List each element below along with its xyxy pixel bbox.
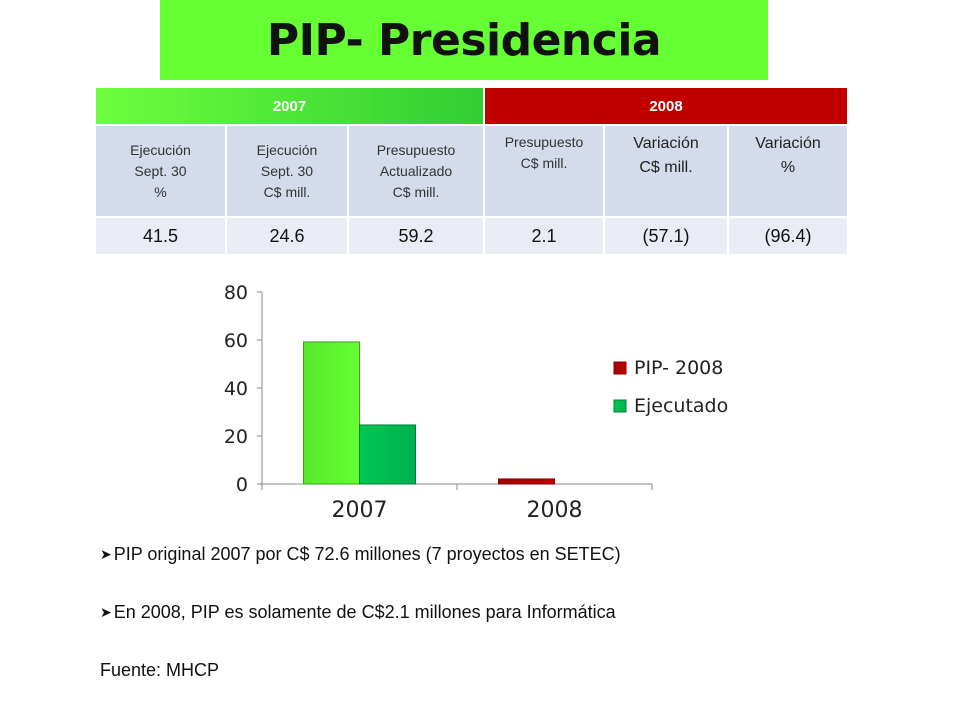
y-tick-label: 40 [224,378,248,400]
y-tick-label: 60 [224,330,248,352]
year-2008-header: 2008 [484,88,850,126]
x-tick-label: 2007 [332,498,388,523]
header-line: Presupuesto [376,141,456,158]
header-line: C$ mill. [520,155,568,171]
source-note: Fuente: MHCP [100,660,220,680]
header-line: Variación [755,135,821,152]
bar-2008-series-0 [498,478,555,485]
value-cell: 41.5 [96,217,227,256]
pip-table: 2007 2008 Ejecución Sept. 30 % Ejecución… [96,88,850,256]
arrow-bullet-icon: ➤ [100,604,112,620]
page-title: PIP- Presidencia [266,14,662,66]
header-line: C$ mill. [263,183,311,200]
bullet-text: En 2008, PIP es solamente de C$2.1 millo… [113,602,616,622]
header-line: % [780,159,796,176]
bar-2007-series-1 [359,424,416,485]
header-line: Sept. 30 [134,162,187,179]
header-line: Sept. 30 [260,162,314,179]
bullet-text: PIP original 2007 por C$ 72.6 millones (… [113,544,621,564]
header-variacion-mill: Variación C$ mill. [604,125,730,218]
value-cell: 59.2 [348,217,486,256]
header-line: Ejecución [130,141,191,158]
bar-2007-series-0 [303,341,360,485]
value-cell: (96.4) [728,217,850,256]
arrow-bullet-icon: ➤ [100,546,112,562]
value-cell: (57.1) [604,217,730,256]
header-line: Ejecución [256,141,318,158]
legend-swatch [613,361,627,375]
legend-swatch [613,399,627,413]
legend-label: Ejecutado [634,395,728,417]
value-cell: 24.6 [226,217,349,256]
y-tick-label: 20 [224,426,248,448]
value-cell: 2.1 [484,217,606,256]
header-ejecucion-mill: Ejecución Sept. 30 C$ mill. [226,125,349,218]
header-line: Presupuesto [504,134,584,150]
header-presupuesto-actualizado: Presupuesto Actualizado C$ mill. [348,125,486,218]
bullet-item: ➤ En 2008, PIP es solamente de C$2.1 mil… [100,602,616,623]
header-presupuesto-2008: Presupuesto C$ mill. [484,125,606,218]
header-line: Actualizado [379,162,453,179]
values-row: 41.5 24.6 59.2 2.1 (57.1) (96.4) [96,217,850,256]
header-line: C$ mill. [392,183,440,200]
y-tick-label: 0 [236,474,248,496]
header-line: % [154,183,167,200]
header-variacion-pct: Variación % [728,125,850,218]
bar-chart: 0 20 40 60 80 2007 2008 PIP- 2008 Ejecutado [224,282,728,523]
year-header-row: 2007 2008 [96,88,850,126]
header-line: Variación [633,135,699,152]
bullet-item: ➤ PIP original 2007 por C$ 72.6 millones… [100,544,621,565]
y-tick-label: 80 [224,282,248,304]
title-banner: PIP- Presidencia [160,0,768,80]
column-header-row: Ejecución Sept. 30 % Ejecución Sept. 30 … [96,125,850,218]
header-ejecucion-pct: Ejecución Sept. 30 % [96,125,227,218]
x-tick-label: 2008 [527,498,583,523]
header-line: C$ mill. [639,159,693,176]
legend-label: PIP- 2008 [634,357,723,379]
year-2007-header: 2007 [96,88,486,126]
